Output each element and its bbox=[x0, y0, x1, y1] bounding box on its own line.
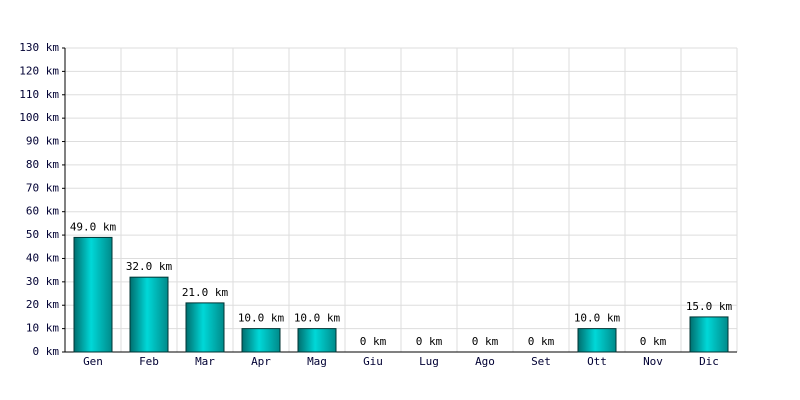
plot: 0 km 10 km 20 km 30 km 40 km 50 km 60 km 70 km 8… bbox=[19, 41, 732, 368]
bar bbox=[129, 276, 169, 353]
y-tick-label: 90 km bbox=[26, 135, 59, 148]
x-tick-label: Set bbox=[531, 355, 551, 368]
y-tick-label: 0 km bbox=[33, 345, 60, 358]
value-label: 15.0 km bbox=[686, 300, 733, 313]
y-tick-label: 100 km bbox=[19, 111, 59, 124]
y-tick-label: 60 km bbox=[26, 205, 59, 218]
value-label: 32.0 km bbox=[126, 260, 173, 273]
x-tick-label: Lug bbox=[419, 355, 439, 368]
x-tick-label: Ott bbox=[587, 355, 607, 368]
value-label: 21.0 km bbox=[182, 286, 229, 299]
bar bbox=[241, 328, 281, 353]
value-label: 0 km bbox=[528, 335, 555, 348]
y-tick-label: 130 km bbox=[19, 41, 59, 54]
value-label: 0 km bbox=[640, 335, 667, 348]
grid bbox=[62, 47, 738, 353]
value-label: 0 km bbox=[360, 335, 387, 348]
value-label: 0 km bbox=[472, 335, 499, 348]
y-tick-label: 10 km bbox=[26, 322, 59, 335]
bar bbox=[297, 328, 337, 353]
bar bbox=[185, 302, 225, 353]
x-tick-label: Giu bbox=[363, 355, 383, 368]
bar bbox=[73, 236, 113, 353]
x-tick-label: Feb bbox=[139, 355, 159, 368]
y-tick-label: 80 km bbox=[26, 158, 59, 171]
y-tick-label: 30 km bbox=[26, 275, 59, 288]
y-tick-label: 70 km bbox=[26, 181, 59, 194]
x-tick-label: Mar bbox=[195, 355, 215, 368]
y-tick-label: 20 km bbox=[26, 298, 59, 311]
x-tick-label: Gen bbox=[83, 355, 103, 368]
y-tick-label: 110 km bbox=[19, 88, 59, 101]
y-tick-label: 120 km bbox=[19, 64, 59, 77]
value-label: 10.0 km bbox=[574, 312, 621, 325]
x-tick-label: Nov bbox=[643, 355, 663, 368]
x-tick-label: Mag bbox=[307, 355, 327, 368]
value-label: 10.0 km bbox=[238, 312, 285, 325]
y-tick-label: 40 km bbox=[26, 251, 59, 264]
value-label: 10.0 km bbox=[294, 312, 341, 325]
x-tick-label: Ago bbox=[475, 355, 495, 368]
bar bbox=[689, 316, 729, 353]
bar bbox=[577, 328, 617, 353]
value-label: 0 km bbox=[416, 335, 443, 348]
x-tick-label: Dic bbox=[699, 355, 719, 368]
x-tick-label: Apr bbox=[251, 355, 271, 368]
y-tick-label: 50 km bbox=[26, 228, 59, 241]
value-label: 49.0 km bbox=[70, 220, 117, 233]
